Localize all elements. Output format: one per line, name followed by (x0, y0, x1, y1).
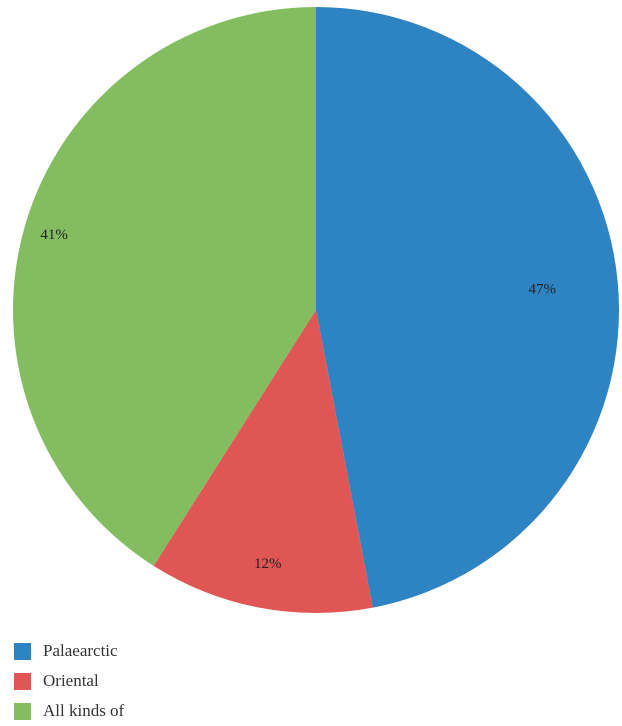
legend-swatch-palaearctic (14, 642, 31, 660)
legend-item-oriental: Oriental (14, 666, 124, 696)
slice-data-label: 41% (40, 227, 68, 243)
legend: Palaearctic Oriental All kinds of (14, 636, 124, 726)
pie-chart: 47% 12% 41% (12, 6, 620, 613)
pie-slice-oriental (153, 310, 373, 613)
legend-label: Palaearctic (43, 641, 118, 660)
slice-data-label: 47% (528, 282, 556, 298)
pie-slice-all-kinds-of (12, 6, 316, 566)
legend-swatch-oriental (14, 672, 31, 690)
legend-label: All kinds of (43, 701, 125, 720)
pie-slice-palaearctic (316, 7, 620, 608)
legend-label: Oriental (43, 671, 99, 690)
legend-item-palaearctic: Palaearctic (14, 636, 124, 666)
legend-item-all-kinds-of: All kinds of (14, 696, 124, 726)
legend-swatch-all-kinds-of (14, 702, 31, 720)
slice-data-label: 12% (254, 556, 282, 572)
